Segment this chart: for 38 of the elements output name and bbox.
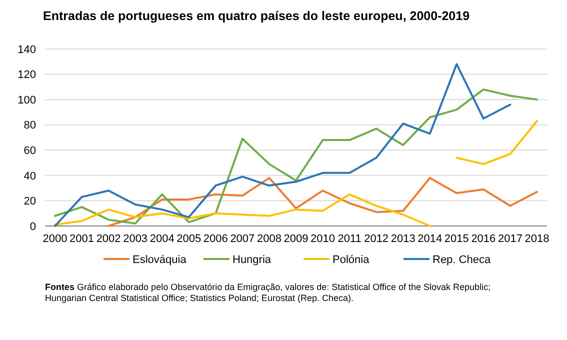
legend-label: Rep. Checa [432,254,492,266]
chart-title: Entradas de portugueses em quatro países do leste europeu, 2000-2019 [43,9,470,23]
y-tick-label: 120 [18,69,36,82]
y-tick-label: 60 [24,144,36,157]
x-tick-label: 2008 [256,233,282,245]
x-tick-label: 2013 [390,233,416,245]
x-tick-label: 2011 [338,233,362,245]
y-tick-label: 80 [24,120,36,132]
x-tick-label: 2016 [471,233,496,245]
y-tick-label: 0 [30,220,36,233]
x-tick-label: 2000 [42,233,68,245]
x-tick-label: 2001 [70,233,94,245]
legend-label: Hungria [232,254,272,266]
line-series [456,120,538,166]
y-tick-label: 20 [24,196,36,208]
x-tick-label: 2002 [96,233,121,245]
x-tick-label: 2015 [444,233,469,245]
x-tick-label: 2017 [498,233,522,245]
y-tick-label: 40 [24,170,36,182]
line-series [108,176,538,227]
x-tick-label: 2010 [310,233,336,245]
x-tick-label: 2018 [524,233,550,245]
legend-label: Eslováquia [132,254,188,266]
x-tick-label: 2009 [284,233,308,245]
x-tick-label: 2007 [230,233,255,245]
x-tick-label: 2004 [150,233,174,245]
y-tick-label: 100 [18,94,36,106]
x-tick-label: 2006 [203,233,228,245]
text: Fontes Gráfico elaborado pelo Observatório da Emigração, valores de: Statistical Office of the Slovak Republic; Hungarian Central Statistical Office; Statistics Poland; Eurostat (Rep. Checa). [45,282,491,303]
line-series [54,63,512,227]
x-tick-label: 2014 [418,233,442,245]
x-tick-label: 2003 [123,233,148,245]
line-series [54,88,538,224]
x-tick-label: 2012 [364,233,389,245]
line-series [54,193,431,227]
y-tick-label: 140 [18,44,36,56]
legend-label: Polónia [332,254,370,266]
x-tick-label: 2005 [176,233,202,245]
